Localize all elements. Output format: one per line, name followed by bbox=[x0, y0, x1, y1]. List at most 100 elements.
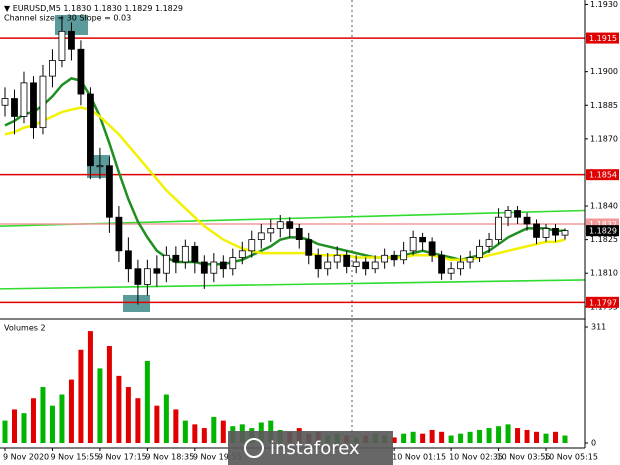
candle-body bbox=[362, 261, 370, 270]
plot-layer: 9 Nov 2020 9 Nov 15:559 Nov 17:159 Nov 18… bbox=[0, 15, 598, 462]
candle-body bbox=[106, 165, 113, 218]
candle-body bbox=[485, 239, 493, 247]
volume-bar bbox=[163, 394, 169, 443]
volume-bar bbox=[420, 433, 426, 443]
volume-bar bbox=[458, 433, 464, 443]
candle-body bbox=[504, 210, 512, 218]
volume-bar bbox=[87, 331, 93, 443]
candle-body bbox=[428, 241, 436, 256]
candle-body bbox=[248, 239, 256, 252]
volume-bar bbox=[173, 409, 179, 443]
volume-bar bbox=[448, 435, 454, 443]
volume-bar bbox=[78, 349, 84, 443]
candle-body bbox=[276, 221, 284, 229]
candle-body bbox=[286, 221, 294, 229]
volume-bar bbox=[30, 398, 36, 443]
volume-bar bbox=[553, 431, 559, 443]
volume-bar bbox=[144, 360, 150, 443]
watermark: instaforex bbox=[228, 431, 393, 465]
candle-body bbox=[77, 48, 85, 95]
price-tag-label: 1.1832 bbox=[589, 220, 617, 229]
price-tag bbox=[586, 169, 619, 181]
volume-bar bbox=[182, 420, 188, 443]
y-tick-label: 1.1900 bbox=[590, 67, 618, 76]
price-tag bbox=[586, 296, 619, 308]
volume-bar bbox=[505, 424, 511, 443]
volume-bar bbox=[477, 429, 483, 443]
candle-body bbox=[210, 261, 218, 274]
y-tick-label: 1.1885 bbox=[590, 101, 618, 110]
arrow-icon: ▼ bbox=[4, 4, 13, 13]
volume-bar bbox=[543, 433, 549, 443]
candle-body bbox=[267, 228, 275, 234]
y-tick-label: 1.1810 bbox=[590, 269, 618, 278]
candle-body bbox=[191, 245, 199, 263]
x-tick-label: 10 Nov 01:15 bbox=[392, 453, 446, 462]
y-tick-label: 1.1840 bbox=[590, 202, 618, 211]
highlight-box bbox=[123, 295, 150, 312]
watermark-bg bbox=[228, 431, 393, 465]
volume-bar bbox=[515, 428, 521, 443]
volume-bar bbox=[562, 435, 568, 443]
candle-body bbox=[153, 268, 161, 274]
volume-bar bbox=[486, 428, 492, 443]
candle-body bbox=[172, 254, 180, 263]
volume-bar bbox=[11, 409, 17, 443]
volume-bar bbox=[391, 437, 397, 443]
candle-body bbox=[200, 261, 208, 274]
y-tick-label: 1.1825 bbox=[590, 235, 618, 244]
volume-bar bbox=[116, 375, 122, 443]
candle-body bbox=[257, 232, 265, 241]
candle-body bbox=[523, 216, 531, 225]
candle-body bbox=[68, 30, 75, 50]
volume-bar bbox=[524, 429, 530, 443]
x-tick-label: 9 Nov 15:55 bbox=[50, 453, 99, 462]
y-tick-label: 1.1930 bbox=[590, 0, 618, 9]
volume-bar bbox=[49, 405, 55, 443]
candle-body bbox=[352, 261, 360, 267]
candle-body bbox=[495, 216, 502, 241]
candle-body bbox=[333, 254, 341, 263]
candle-body bbox=[305, 239, 313, 256]
candle-body bbox=[124, 250, 132, 270]
volume-bar bbox=[106, 346, 112, 443]
candle-body bbox=[409, 236, 417, 252]
candle-body bbox=[343, 254, 351, 267]
candle-body bbox=[162, 254, 170, 274]
candle-body bbox=[476, 245, 483, 258]
x-tick-label: 10 Nov 02:35 bbox=[449, 453, 503, 462]
volume-bar bbox=[135, 398, 141, 443]
candle-body bbox=[466, 257, 474, 263]
candle-body bbox=[143, 268, 151, 285]
volume-bar bbox=[68, 379, 74, 443]
x-tick-label: 10 Nov 03:55 bbox=[497, 453, 551, 462]
candle-body bbox=[381, 254, 389, 263]
candle-body bbox=[457, 261, 464, 270]
volume-title: Volumes 2 bbox=[4, 324, 46, 333]
price-tag bbox=[586, 225, 619, 237]
candle-body bbox=[238, 250, 246, 258]
candle-body bbox=[552, 228, 559, 236]
volume-bar bbox=[429, 429, 435, 443]
candle-body bbox=[39, 75, 47, 129]
volume-bar bbox=[21, 413, 27, 443]
candle-body bbox=[514, 210, 521, 218]
moving-average bbox=[4, 77, 565, 266]
candle-body bbox=[438, 254, 446, 274]
symbol-info: EURUSD,M5 1.1830 1.1830 1.1829 1.1829 bbox=[13, 4, 183, 13]
x-tick-label: 9 Nov 18:35 bbox=[145, 453, 194, 462]
volume-bar bbox=[439, 431, 445, 443]
volume-bar bbox=[211, 416, 217, 443]
x-tick-label: 9 Nov 19:55 bbox=[193, 453, 242, 462]
indicator-info: Channel size = 30 Slope = 0.03 bbox=[4, 14, 131, 23]
price-tag bbox=[586, 218, 619, 230]
candle-body bbox=[533, 223, 540, 238]
price-tag-label: 1.1797 bbox=[589, 298, 617, 307]
candle-body bbox=[11, 98, 18, 117]
volume-bar bbox=[220, 420, 226, 443]
x-tick-label: 10 Nov 05:15 bbox=[544, 453, 598, 462]
chart-title: ▼ EURUSD,M5 1.1830 1.1830 1.1829 1.1829 bbox=[4, 4, 183, 13]
candle-body bbox=[134, 268, 142, 285]
candle-body bbox=[58, 30, 66, 61]
